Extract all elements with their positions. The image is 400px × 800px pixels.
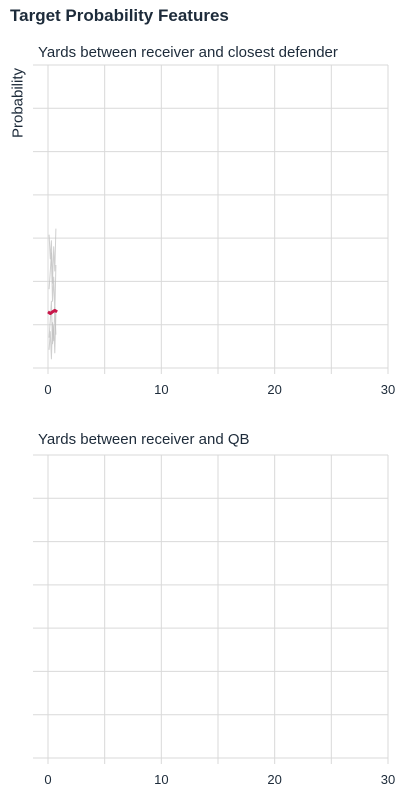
x-tick-label: 20 bbox=[267, 382, 281, 397]
background-series-line bbox=[48, 300, 57, 354]
chart-closest-defender: 0 10 20 30 bbox=[33, 64, 395, 397]
highlight-series-line bbox=[47, 308, 58, 315]
x-tick-label: 20 bbox=[267, 772, 281, 787]
x-tick-label: 0 bbox=[44, 772, 51, 787]
background-series-line bbox=[48, 228, 57, 284]
x-tick-label: 10 bbox=[154, 382, 168, 397]
background-series-line bbox=[48, 306, 57, 360]
x-tick-label: 30 bbox=[381, 382, 395, 397]
chart-title-qb-distance: Yards between receiver and QB bbox=[38, 431, 250, 448]
chart-title-closest-defender: Yards between receiver and closest defen… bbox=[38, 44, 338, 61]
x-tick-label: 30 bbox=[381, 772, 395, 787]
chart-qb-distance: 0 10 20 30 bbox=[33, 454, 395, 787]
page-title: Target Probability Features bbox=[10, 6, 229, 25]
x-tick-label: 10 bbox=[154, 772, 168, 787]
x-tick-label: 0 bbox=[44, 382, 51, 397]
